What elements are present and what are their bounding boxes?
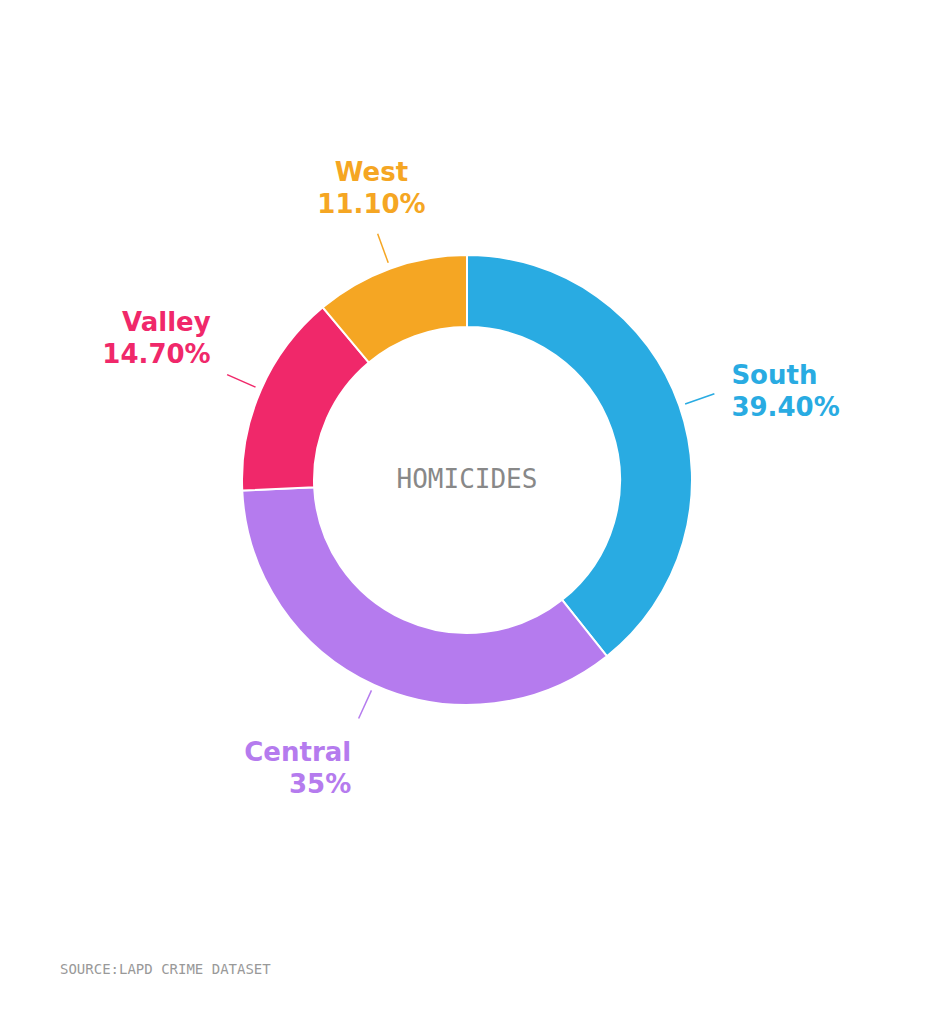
leader-line (359, 690, 372, 718)
wedge (242, 487, 607, 705)
slice-value-label: 14.70% (102, 339, 210, 369)
slice-value-label: 35% (289, 769, 351, 799)
slice-value-label: 11.10% (317, 189, 425, 219)
background (0, 0, 934, 1024)
source-text: SOURCE:LAPD CRIME DATASET (60, 961, 271, 977)
chart-svg: South39.40% Central35% Valley14.70% West11.… (0, 0, 934, 1024)
slice-label: Valley (122, 307, 211, 337)
leader-line (378, 234, 389, 263)
slice-label: West (335, 157, 408, 187)
slice-label: South (731, 360, 817, 390)
wedge (323, 255, 467, 363)
center-text: HOMICIDES (397, 464, 538, 494)
slice-label: Central (244, 737, 351, 767)
leader-line (227, 375, 255, 387)
wedge (467, 255, 692, 656)
leader-line (685, 394, 714, 404)
wedges (242, 255, 692, 705)
slice-value-label: 39.40% (731, 392, 839, 422)
chart-container: South39.40% Central35% Valley14.70% West11.… (0, 0, 934, 1024)
labels: South39.40% Central35% Valley14.70% West11.… (102, 157, 839, 799)
